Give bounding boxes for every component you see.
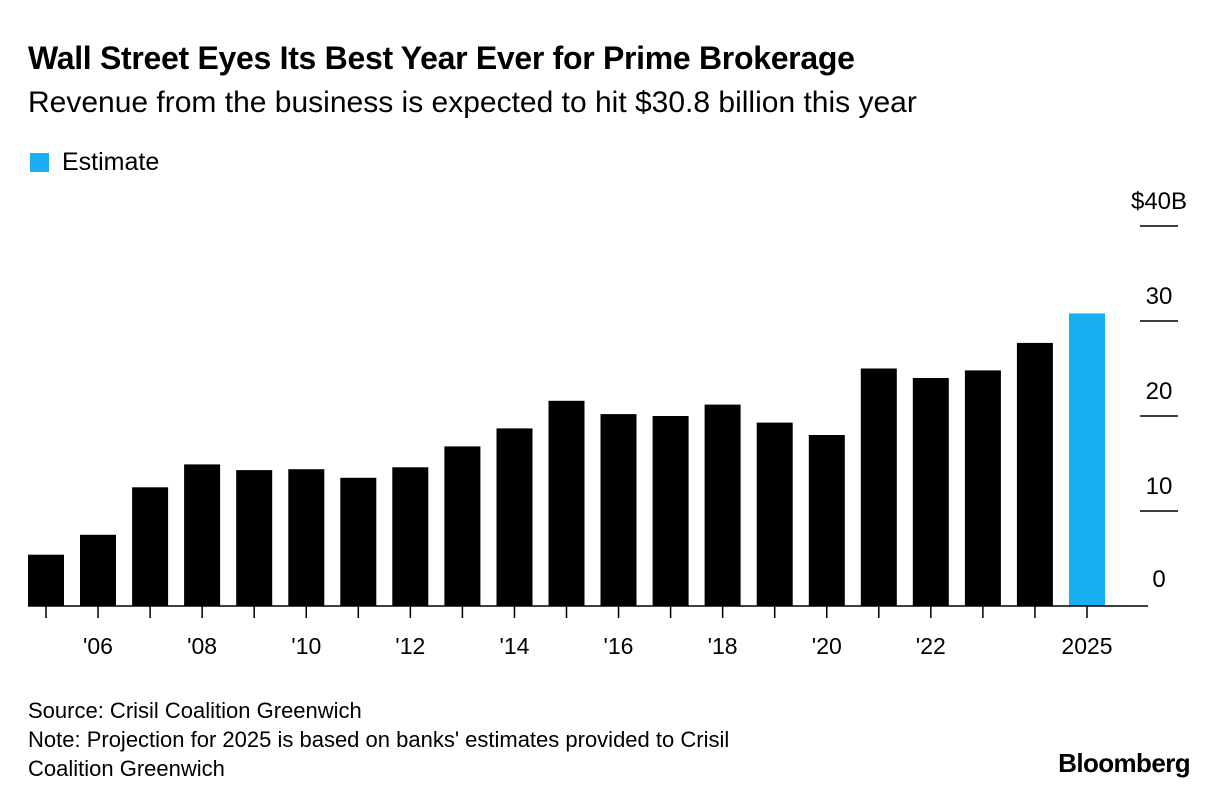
- note-line-1: Note: Projection for 2025 is based on ba…: [28, 727, 730, 752]
- y-tick-label: 20: [1146, 378, 1173, 405]
- bar-2025: [1069, 313, 1105, 606]
- bar-2006: [80, 534, 116, 607]
- bar-2005: [28, 554, 64, 606]
- x-tick-label: '06: [83, 633, 113, 659]
- y-tick-label: 10: [1146, 473, 1173, 500]
- chart-title: Wall Street Eyes Its Best Year Ever for …: [28, 40, 855, 76]
- x-tick-label: '10: [291, 633, 321, 659]
- x-tick-label: '14: [500, 633, 530, 659]
- y-tick-label: 0: [1152, 566, 1165, 593]
- bar-2008: [184, 464, 221, 606]
- x-tick-label: '20: [812, 633, 842, 659]
- bar-2018: [704, 404, 741, 606]
- bar-2023: [964, 370, 1001, 606]
- legend-swatch-estimate: [30, 153, 49, 172]
- bar-2016: [600, 414, 637, 606]
- x-tick-label: 2025: [1061, 633, 1112, 659]
- x-tick-label: '12: [395, 633, 425, 659]
- footer: Source: Crisil Coalition Greenwich Note:…: [28, 696, 729, 783]
- x-tick-label: '08: [187, 633, 217, 659]
- bar-2019: [756, 422, 793, 606]
- chart-subtitle: Revenue from the business is expected to…: [28, 86, 917, 119]
- y-tick-label: $40B: [1131, 188, 1187, 215]
- legend: Estimate: [30, 148, 159, 177]
- bar-2013: [444, 446, 481, 606]
- bar-2017: [652, 416, 689, 606]
- x-tick-label: '22: [916, 633, 946, 659]
- bar-2011: [340, 477, 377, 607]
- bar-2024: [1016, 342, 1053, 606]
- bar-2012: [392, 467, 429, 606]
- x-tick-label: '18: [708, 633, 738, 659]
- source-note: Source: Crisil Coalition Greenwich: [28, 698, 362, 723]
- note-line-2: Coalition Greenwich: [28, 756, 225, 781]
- bar-2010: [288, 469, 325, 606]
- x-tick-label: '16: [604, 633, 634, 659]
- bar-2022: [912, 378, 949, 606]
- bloomberg-logo: Bloomberg: [1058, 748, 1190, 778]
- bar-2014: [496, 428, 533, 606]
- bar-2015: [548, 400, 585, 606]
- bar-2009: [236, 470, 273, 606]
- bar-2007: [132, 487, 169, 607]
- bar-2020: [808, 435, 845, 606]
- y-tick-label: 30: [1146, 283, 1173, 310]
- legend-label-estimate: Estimate: [62, 148, 160, 176]
- bar-2021: [860, 368, 897, 606]
